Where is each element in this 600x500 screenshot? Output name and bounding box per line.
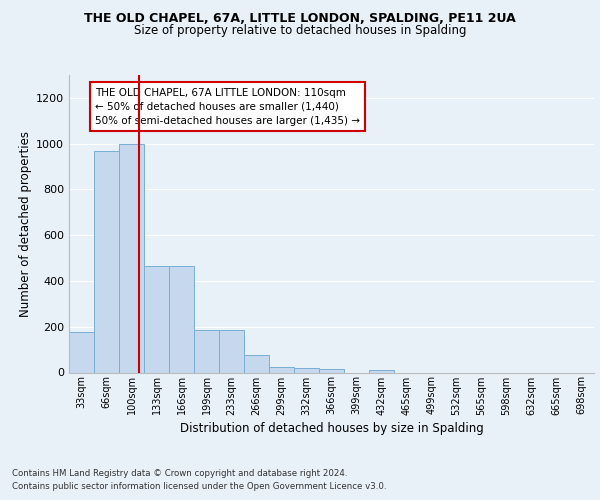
Bar	[294, 368, 319, 372]
Text: Contains HM Land Registry data © Crown copyright and database right 2024.: Contains HM Land Registry data © Crown c…	[12, 469, 347, 478]
Y-axis label: Number of detached properties: Number of detached properties	[19, 130, 32, 317]
Text: Size of property relative to detached houses in Spalding: Size of property relative to detached ho…	[134, 24, 466, 37]
Text: Contains public sector information licensed under the Open Government Licence v3: Contains public sector information licen…	[12, 482, 386, 491]
Bar	[119, 144, 144, 372]
Bar	[219, 330, 244, 372]
Bar	[244, 356, 269, 372]
Bar	[169, 266, 194, 372]
Bar	[94, 150, 119, 372]
Bar	[69, 332, 94, 372]
Bar	[269, 367, 294, 372]
Text: THE OLD CHAPEL, 67A LITTLE LONDON: 110sqm
← 50% of detached houses are smaller (: THE OLD CHAPEL, 67A LITTLE LONDON: 110sq…	[95, 88, 360, 126]
X-axis label: Distribution of detached houses by size in Spalding: Distribution of detached houses by size …	[179, 422, 484, 434]
Bar	[319, 369, 344, 372]
Bar	[144, 266, 169, 372]
Bar	[194, 330, 219, 372]
Bar	[369, 370, 394, 372]
Text: THE OLD CHAPEL, 67A, LITTLE LONDON, SPALDING, PE11 2UA: THE OLD CHAPEL, 67A, LITTLE LONDON, SPAL…	[84, 12, 516, 26]
